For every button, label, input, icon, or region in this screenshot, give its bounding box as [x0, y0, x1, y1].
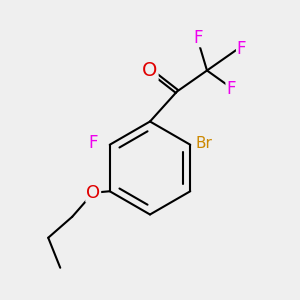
Text: F: F	[237, 40, 246, 58]
Text: F: F	[193, 28, 203, 46]
Text: F: F	[226, 80, 236, 98]
Text: O: O	[142, 61, 158, 80]
Text: O: O	[86, 184, 100, 202]
Text: Br: Br	[195, 136, 212, 151]
Text: F: F	[88, 134, 98, 152]
